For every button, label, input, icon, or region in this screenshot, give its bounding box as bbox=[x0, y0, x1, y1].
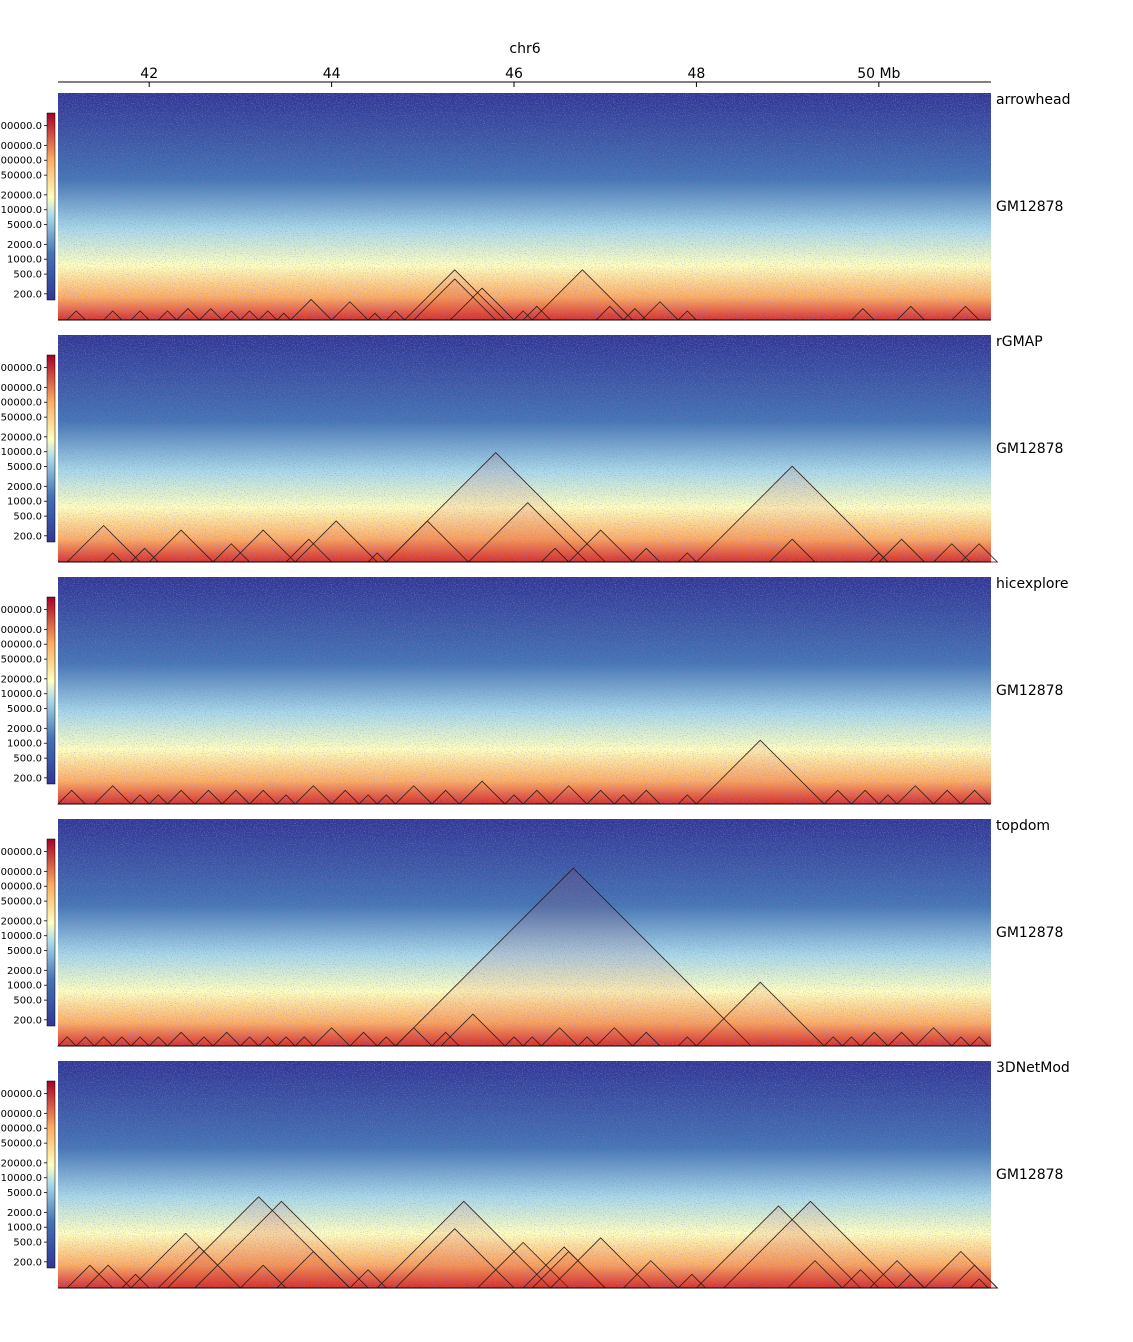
colorbar-tick-label: 50000.0 bbox=[1, 1139, 42, 1150]
colorbar-tick-label: 2000.0 bbox=[7, 1208, 42, 1219]
method-label: arrowhead bbox=[996, 92, 1071, 108]
colorbar-tick-label: 200.0 bbox=[13, 531, 42, 542]
colorbar-tick-label: 500000.0 bbox=[0, 363, 42, 374]
sample-label: GM12878 bbox=[996, 1167, 1063, 1183]
colorbar-tick-label: 20000.0 bbox=[1, 1158, 42, 1169]
colorbar-tick-label: 2000.0 bbox=[7, 966, 42, 977]
sample-label: GM12878 bbox=[996, 683, 1063, 699]
colorbar-tick-label: 200000.0 bbox=[0, 867, 42, 878]
heatmap bbox=[58, 93, 991, 320]
colorbar-tick-label: 200.0 bbox=[13, 773, 42, 784]
colorbar: 200.0 500.0 1000.0 2000.0 5000.0 10000.0 20000… bbox=[0, 112, 56, 300]
colorbar-tick-label: 1000.0 bbox=[7, 497, 42, 508]
colorbar-tick-label: 10000.0 bbox=[1, 689, 42, 700]
colorbar-tick-label: 500000.0 bbox=[0, 1089, 42, 1100]
colorbar-tick-label: 500.0 bbox=[13, 1238, 42, 1249]
sample-label: GM12878 bbox=[996, 199, 1063, 215]
tad-triangles bbox=[66, 1196, 999, 1289]
x-tick-label: 46 bbox=[505, 66, 523, 82]
colorbar-tick-label: 200.0 bbox=[13, 1257, 42, 1268]
colorbar-tick-label: 5000.0 bbox=[7, 220, 42, 231]
colorbar-tick-label: 20000.0 bbox=[1, 190, 42, 201]
x-tick-label: 44 bbox=[323, 66, 341, 82]
colorbar-tick-label: 500000.0 bbox=[0, 847, 42, 858]
heatmap bbox=[58, 335, 991, 562]
colorbar-tick-label: 2000.0 bbox=[7, 724, 42, 735]
colorbar-tick-label: 5000.0 bbox=[7, 1188, 42, 1199]
colorbar-tick-label: 500000.0 bbox=[0, 121, 42, 132]
colorbar-tick-label: 50000.0 bbox=[1, 655, 42, 666]
colorbar-tick-label: 5000.0 bbox=[7, 704, 42, 715]
colorbar-tick-label: 1000.0 bbox=[7, 255, 42, 266]
panel-rGMAP: 200.0 500.0 1000.0 2000.0 5000.0 10000.0 20000… bbox=[0, 334, 1063, 563]
colorbar-tick-label: 500.0 bbox=[13, 754, 42, 765]
colorbar-tick-label: 100000.0 bbox=[0, 398, 42, 409]
colorbar-tick-label: 10000.0 bbox=[1, 205, 42, 216]
colorbar-tick-label: 200000.0 bbox=[0, 625, 42, 636]
colorbar-tick-label: 200000.0 bbox=[0, 1109, 42, 1120]
colorbar-tick-label: 500.0 bbox=[13, 270, 42, 281]
panel-hicexplore: 200.0 500.0 1000.0 2000.0 5000.0 10000.0 20000… bbox=[0, 576, 1069, 805]
chart-title: chr6 bbox=[509, 41, 540, 57]
colorbar-tick-label: 500000.0 bbox=[0, 605, 42, 616]
colorbar-tick-label: 10000.0 bbox=[1, 447, 42, 458]
sample-label: GM12878 bbox=[996, 925, 1063, 941]
tad-triangles bbox=[57, 867, 990, 1047]
x-tick-label: 50 Mb bbox=[857, 66, 900, 82]
tad-triangles bbox=[57, 739, 990, 805]
heatmap bbox=[58, 1061, 991, 1288]
colorbar-tick-label: 100000.0 bbox=[0, 882, 42, 893]
x-tick-label: 48 bbox=[688, 66, 706, 82]
colorbar-tick-label: 200000.0 bbox=[0, 383, 42, 394]
panel-topdom: 200.0 500.0 1000.0 2000.0 5000.0 10000.0 20000… bbox=[0, 818, 1063, 1047]
panels: 200.0 500.0 1000.0 2000.0 5000.0 10000.0 20000… bbox=[0, 92, 1071, 1289]
colorbar: 200.0 500.0 1000.0 2000.0 5000.0 10000.0 20000… bbox=[0, 838, 56, 1026]
colorbar-tick-label: 5000.0 bbox=[7, 462, 42, 473]
method-label: hicexplore bbox=[996, 576, 1069, 592]
heatmap bbox=[58, 819, 991, 1046]
colorbar-tick-label: 20000.0 bbox=[1, 916, 42, 927]
colorbar-tick-label: 500.0 bbox=[13, 996, 42, 1007]
sample-label: GM12878 bbox=[996, 441, 1063, 457]
colorbar-tick-label: 100000.0 bbox=[0, 1124, 42, 1135]
panel-3DNetMod: 200.0 500.0 1000.0 2000.0 5000.0 10000.0 20000… bbox=[0, 1060, 1070, 1289]
colorbar-tick-label: 20000.0 bbox=[1, 674, 42, 685]
colorbar: 200.0 500.0 1000.0 2000.0 5000.0 10000.0 20000… bbox=[0, 596, 56, 784]
method-label: topdom bbox=[996, 818, 1050, 834]
colorbar-tick-label: 2000.0 bbox=[7, 240, 42, 251]
x-tick-label: 42 bbox=[140, 66, 158, 82]
colorbar-tick-label: 100000.0 bbox=[0, 156, 42, 167]
heatmap bbox=[58, 577, 991, 804]
colorbar-tick-label: 200000.0 bbox=[0, 141, 42, 152]
colorbar-tick-label: 50000.0 bbox=[1, 413, 42, 424]
colorbar-tick-label: 200.0 bbox=[13, 1015, 42, 1026]
colorbar: 200.0 500.0 1000.0 2000.0 5000.0 10000.0 20000… bbox=[0, 354, 56, 542]
colorbar-tick-label: 500.0 bbox=[13, 512, 42, 523]
colorbar-tick-label: 1000.0 bbox=[7, 739, 42, 750]
colorbar-tick-label: 50000.0 bbox=[1, 171, 42, 182]
tad-triangles bbox=[66, 451, 999, 563]
panel-arrowhead: 200.0 500.0 1000.0 2000.0 5000.0 10000.0 20000… bbox=[0, 92, 1071, 321]
method-label: 3DNetMod bbox=[996, 1060, 1070, 1076]
colorbar-tick-label: 1000.0 bbox=[7, 981, 42, 992]
colorbar-tick-label: 50000.0 bbox=[1, 897, 42, 908]
x-axis: 42 44 46 48 50 Mb bbox=[58, 66, 991, 87]
tad-triangles bbox=[66, 269, 981, 321]
colorbar-tick-label: 10000.0 bbox=[1, 1173, 42, 1184]
colorbar-tick-label: 1000.0 bbox=[7, 1223, 42, 1234]
colorbar-tick-label: 2000.0 bbox=[7, 482, 42, 493]
colorbar-tick-label: 5000.0 bbox=[7, 946, 42, 957]
colorbar-tick-label: 10000.0 bbox=[1, 931, 42, 942]
colorbar-tick-label: 20000.0 bbox=[1, 432, 42, 443]
method-label: rGMAP bbox=[996, 334, 1043, 350]
colorbar-tick-label: 100000.0 bbox=[0, 640, 42, 651]
colorbar-tick-label: 200.0 bbox=[13, 289, 42, 300]
colorbar: 200.0 500.0 1000.0 2000.0 5000.0 10000.0 20000… bbox=[0, 1080, 56, 1268]
